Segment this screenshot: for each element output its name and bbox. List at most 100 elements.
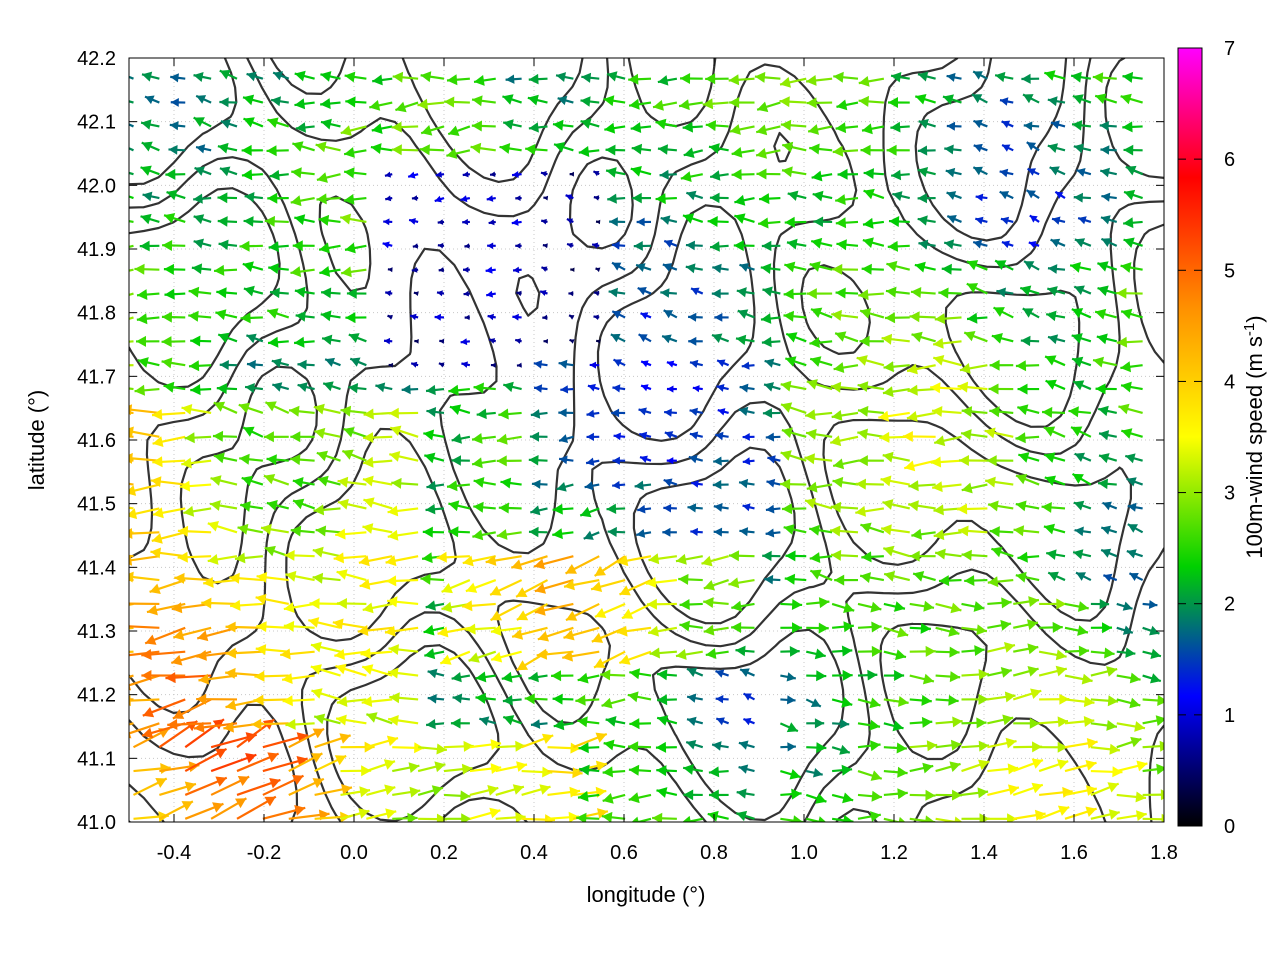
wind-arrow-head — [663, 478, 673, 487]
wind-arrow — [533, 555, 574, 570]
wind-arrow — [512, 266, 522, 274]
wind-arrow-head — [342, 449, 354, 460]
wind-arrow — [340, 786, 371, 798]
wind-arrow-head — [1074, 238, 1086, 248]
wind-arrow — [174, 572, 212, 584]
wind-arrow-head — [1046, 310, 1057, 322]
wind-arrow-head — [340, 125, 352, 136]
wind-arrow-head — [565, 194, 573, 201]
wind-arrow-head — [756, 124, 768, 136]
wind-arrow — [657, 75, 678, 86]
wind-arrow-head — [181, 801, 193, 811]
wind-arrow — [322, 381, 341, 392]
wind-arrow-head — [568, 291, 574, 297]
wind-arrow — [529, 431, 548, 442]
wind-arrow — [754, 71, 781, 83]
wind-arrow-head — [841, 764, 853, 776]
wind-arrow — [606, 503, 626, 514]
wind-arrow — [1123, 189, 1143, 201]
wind-arrow — [385, 555, 419, 567]
wind-arrow-head — [641, 384, 649, 392]
wind-arrow-head — [805, 409, 816, 421]
wind-arrow-head — [321, 287, 332, 299]
wind-arrow-head — [142, 707, 155, 718]
wind-arrow — [917, 71, 936, 82]
wind-arrow-head — [384, 337, 391, 345]
wind-arrow-head — [290, 195, 302, 207]
wind-arrow — [579, 764, 600, 776]
wind-arrow-head — [210, 500, 221, 511]
wind-arrow-head — [136, 335, 146, 347]
wind-arrow-shaft — [129, 147, 134, 152]
wind-arrow — [530, 719, 548, 729]
y-tick-label: 41.2 — [77, 685, 116, 707]
wind-arrow-head — [1015, 500, 1027, 512]
wind-arrow-head — [688, 336, 697, 346]
wind-arrow-head — [1052, 216, 1061, 225]
wind-arrow — [542, 243, 548, 249]
wind-arrow — [465, 623, 496, 635]
wind-arrow-head — [388, 644, 399, 655]
wind-arrow-shaft — [129, 674, 160, 687]
wind-arrow-head — [921, 716, 933, 728]
wind-arrow — [664, 431, 678, 439]
wind-arrow — [961, 624, 988, 636]
wind-arrow — [294, 214, 315, 225]
wind-arrow — [655, 193, 677, 205]
wind-arrow-head — [487, 313, 494, 321]
wind-arrow — [934, 313, 962, 325]
wind-arrow — [903, 459, 936, 472]
wind-arrow-head — [738, 764, 749, 774]
wind-arrow-head — [1125, 165, 1137, 176]
wind-arrow — [343, 194, 367, 205]
wind-arrow-head — [149, 583, 161, 594]
wind-arrow-head — [989, 526, 1000, 538]
wind-arrow — [914, 261, 936, 273]
wind-arrow — [142, 191, 160, 202]
wind-arrow — [682, 764, 703, 775]
wind-arrow-head — [973, 601, 985, 612]
wind-arrow-head — [810, 356, 822, 367]
wind-arrow-head — [736, 810, 748, 822]
wind-arrow-head — [558, 359, 568, 369]
wind-arrow-head — [1099, 430, 1110, 441]
wind-arrow-head — [294, 98, 306, 110]
wind-arrow-head — [129, 452, 133, 464]
wind-arrow — [536, 648, 574, 660]
wind-arrow-head — [189, 360, 200, 372]
wind-arrow — [316, 172, 341, 183]
wind-arrow — [362, 602, 393, 614]
wind-arrow — [729, 124, 755, 135]
wind-arrow — [935, 716, 963, 728]
wind-arrow-head — [884, 570, 896, 582]
wind-arrow — [652, 812, 677, 822]
wind-arrow-head — [818, 622, 829, 634]
wind-arrow-head — [294, 70, 306, 82]
wind-arrow — [593, 314, 600, 320]
wind-arrow — [1074, 238, 1092, 248]
wind-arrow — [420, 125, 445, 136]
wind-arrow — [184, 718, 225, 749]
wind-arrow — [369, 100, 393, 111]
wind-arrow-head — [871, 621, 882, 633]
wind-arrow-head — [513, 266, 520, 274]
wind-arrow — [511, 626, 548, 640]
wind-arrow-head — [897, 627, 909, 638]
wind-arrow-head — [767, 455, 776, 464]
wind-arrow — [831, 309, 859, 321]
wind-arrow-head — [780, 77, 791, 88]
wind-arrow-head — [436, 551, 447, 563]
wind-arrow-head — [361, 765, 372, 777]
wind-arrow — [917, 215, 936, 226]
wind-arrow — [660, 215, 678, 225]
wind-arrow — [291, 167, 315, 179]
wind-arrow — [960, 429, 988, 440]
wind-arrow-head — [892, 191, 903, 201]
wind-arrow-head — [344, 167, 355, 179]
wind-arrow-head — [1073, 500, 1085, 511]
wind-arrow-head — [575, 694, 586, 706]
wind-arrow-head — [664, 239, 673, 248]
wind-arrow — [679, 620, 703, 632]
wind-arrow — [1012, 688, 1042, 701]
wind-arrow — [314, 733, 351, 749]
